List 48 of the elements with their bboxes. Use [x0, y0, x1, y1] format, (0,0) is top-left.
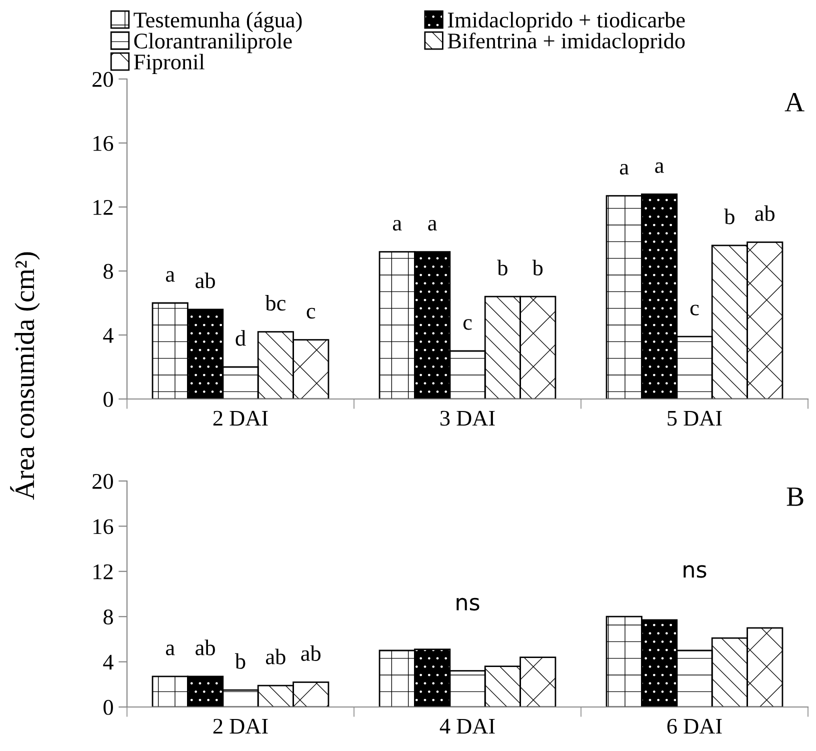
legend-label: Clorantraniliprole — [134, 32, 292, 54]
y-tick-label: 8 — [104, 264, 113, 279]
y-tick-label: 12 — [94, 564, 113, 580]
data-label: c — [463, 319, 472, 330]
y-tick-label: 8 — [104, 610, 113, 625]
legend-label: Testemunha (água) — [134, 12, 302, 32]
y-tick-label: 20 — [92, 474, 113, 489]
data-label: b — [234, 653, 246, 669]
y-tick-label: 0 — [104, 392, 113, 407]
y-tick-label: 12 — [94, 200, 113, 215]
y-tick-label: 0 — [104, 700, 113, 715]
y-tick-label: 20 — [92, 72, 113, 87]
legend-label: Bifentrina + imidacloprido — [448, 32, 685, 54]
data-label: a — [620, 164, 629, 175]
data-label: ab — [196, 640, 215, 656]
legend-label: Fipronil — [134, 54, 205, 74]
x-tick-label: 4 DAI — [440, 718, 495, 734]
data-label: d — [236, 330, 246, 346]
data-label: a — [655, 162, 664, 174]
x-tick-label: 2 DAI — [213, 718, 268, 734]
annotation: ns — [684, 565, 706, 578]
data-label: b — [724, 208, 734, 224]
data-label: a — [428, 220, 437, 231]
data-label: a — [166, 271, 175, 282]
x-tick-label: 6 DAI — [667, 718, 722, 734]
data-label: ab — [266, 648, 286, 664]
data-label: a — [392, 220, 402, 231]
data-label: a — [166, 644, 175, 656]
y-tick-label: 4 — [103, 328, 114, 343]
data-label: c — [690, 304, 699, 316]
y-tick-label: 16 — [94, 136, 114, 151]
x-tick-label: 5 DAI — [668, 410, 722, 426]
annotation: A — [784, 92, 804, 112]
legend-label: Imidacloprido + tiodicarbe — [448, 12, 685, 32]
y-axis-title: Área consumida (cm²) — [10, 252, 40, 500]
data-label: b — [497, 260, 508, 276]
data-label: ab — [755, 205, 775, 222]
annotation: B — [786, 488, 804, 506]
data-label: bc — [265, 294, 286, 311]
y-tick-label: 16 — [94, 519, 114, 534]
data-label: ab — [301, 645, 321, 661]
y-tick-label: 4 — [103, 654, 114, 670]
annotation: ns — [456, 598, 480, 611]
data-label: ab — [196, 272, 215, 288]
data-label: c — [306, 308, 316, 319]
x-tick-label: 3 DAI — [440, 410, 495, 426]
data-label: b — [532, 260, 543, 276]
x-tick-label: 2 DAI — [213, 410, 268, 426]
